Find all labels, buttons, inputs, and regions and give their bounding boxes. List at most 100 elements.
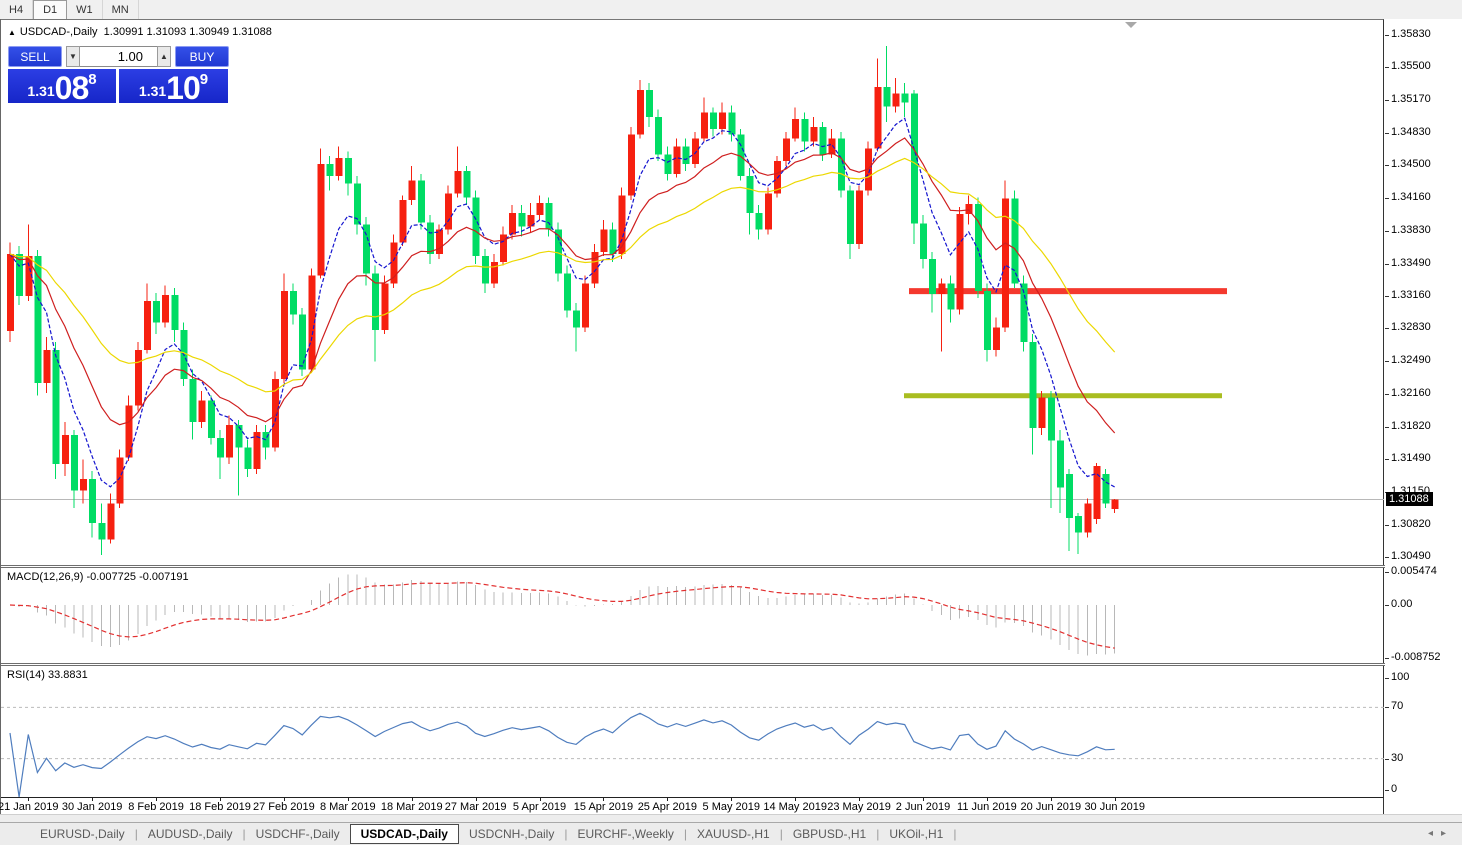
date-axis-label: 27 Feb 2019 [253,801,315,813]
rsi-panel[interactable]: RSI(14) 33.8831 [1,666,1384,797]
date-tick [859,798,861,801]
axis-tick [1385,790,1389,791]
buy-price-prefix: 1.31 [138,83,167,99]
triangle-down-icon: ▼ [69,51,77,61]
triangle-up-icon: ▲ [160,51,168,61]
price-axis-label: 1.32490 [1391,354,1431,367]
candles-layer [7,45,1119,556]
buy-price-pipette: 9 [199,71,209,88]
macd-panel[interactable]: MACD(12,26,9) -0.007725 -0.007191 [1,568,1384,663]
macd-axis-zero: 0.00 [1391,598,1413,610]
chart-tab-xauusdh1[interactable]: XAUUSD-,H1 [697,827,770,841]
tab-separator: | [134,827,138,841]
timeframe-button-W1[interactable]: W1 [67,0,103,19]
axis-tick [1385,296,1389,297]
volume-input[interactable]: 1.00 [80,46,157,67]
chart-tab-eurchfweekly[interactable]: EURCHF-,Weekly [577,827,674,841]
buy-price-display[interactable]: 1.31 10 9 [119,69,228,104]
price-axis-label: 1.30490 [1391,549,1431,562]
current-price-tag: 1.31088 [1386,491,1433,506]
collapse-icon[interactable]: ▲ [8,28,16,37]
tab-scroll-arrows: ◂▸ [1428,828,1454,839]
chart-tab-audusddaily[interactable]: AUDUSD-,Daily [147,827,233,841]
volume-stepper: ▼ 1.00 ▲ [66,46,171,67]
rsi-axis-label: 70 [1391,700,1404,712]
axis-tick [1385,99,1389,101]
date-axis[interactable]: 21 Jan 2019 30 Jan 2019 8 Feb 2019 18 Feb 2… [0,797,1384,814]
date-axis-label: 5 May 2019 [702,801,760,813]
date-axis-label: 18 Mar 2019 [380,801,443,813]
date-tick [1050,798,1052,801]
slow-ma-line [9,157,1116,393]
candlestick-chart[interactable] [1,21,1384,566]
macd-histogram [18,574,1116,656]
date-tick [1114,798,1116,801]
volume-increase-button[interactable]: ▲ [157,46,171,67]
chart-shift-marker-icon[interactable] [1125,22,1137,28]
price-axis[interactable]: 1.35830 1.35500 1.35170 1.34830 1.34500 1.341… [1385,19,1462,814]
tabs-scroll-left-icon[interactable]: ◂ [1427,828,1441,839]
axis-tick [1385,658,1389,659]
axis-tick [1385,572,1389,573]
chart-tab-usdcaddaily[interactable]: USDCAD-,Daily [349,824,459,844]
main-chart-panel[interactable]: ▲ USDCAD-,Daily 1.30991 1.31093 1.30949 1… [1,19,1384,565]
axis-tick [1385,556,1389,558]
date-tick [411,798,413,801]
date-tick [539,798,541,801]
chart-tab-eurusddaily[interactable]: EURUSD-,Daily [40,827,125,841]
axis-tick [1385,328,1389,330]
price-axis-label: 1.31820 [1391,419,1431,432]
rsi-axis-label: 30 [1391,752,1404,764]
timeframe-button-D1[interactable]: D1 [33,0,68,19]
panel-separator[interactable] [1,565,1462,568]
sell-price-pipette: 8 [88,71,97,88]
date-axis-label: 18 Feb 2019 [189,801,251,813]
support-line [904,393,1222,399]
axis-tick [1385,198,1389,200]
price-axis-label: 1.34500 [1391,158,1431,170]
price-axis-label: 1.33830 [1391,223,1431,236]
volume-decrease-button[interactable]: ▼ [66,46,80,67]
chart-tab-gbpusdh1[interactable]: GBPUSD-,H1 [792,827,867,841]
rsi-plot [1,706,1384,797]
axis-tick [1385,678,1389,679]
tab-separator: | [953,827,957,841]
date-axis-label: 14 May 2019 [763,801,827,813]
date-axis-label: 27 Mar 2019 [444,801,507,813]
date-axis-label: 30 Jan 2019 [61,801,123,813]
timeframe-button-H4[interactable]: H4 [0,0,34,19]
axis-tick [1385,707,1389,708]
horizontal-scrollbar[interactable] [0,814,1462,822]
price-axis-label: 1.32830 [1391,321,1431,334]
chart-tab-ukoilh1[interactable]: UKOil-,H1 [889,827,944,841]
rsi-axis-label: 100 [1391,671,1410,683]
date-tick [731,798,733,801]
timeframe-button-MN[interactable]: MN [103,0,139,19]
axis-tick [1385,67,1389,69]
chart-tab-usdchfdaily[interactable]: USDCHF-,Daily [255,827,340,841]
date-axis-label: 5 Apr 2019 [512,801,567,813]
axis-tick [1385,426,1389,428]
date-axis-label: 21 Jan 2019 [0,801,59,813]
sell-price-big: 08 [54,70,90,106]
chart-title: ▲ USDCAD-,Daily 1.30991 1.31093 1.30949 1… [8,26,272,38]
chart-tab-usdcnhdaily[interactable]: USDCNH-,Daily [468,827,555,841]
axis-tick [1385,361,1389,363]
axis-tick [1385,230,1389,232]
tabs-scroll-right-icon[interactable]: ▸ [1440,828,1454,839]
mid-ma-line [9,137,1116,434]
axis-tick [1385,759,1389,760]
sell-price-display[interactable]: 1.31 08 8 [8,69,116,106]
macd-label: MACD(12,26,9) -0.007725 -0.007191 [7,571,189,583]
date-axis-label: 8 Mar 2019 [319,801,376,813]
chart-tab-bar: EURUSD-,Daily | AUDUSD-,Daily | USDCHF-,Dail… [0,822,1462,845]
panel-separator[interactable] [1,663,1462,666]
axis-tick [1385,263,1389,265]
date-axis-label: 25 Apr 2019 [637,801,698,813]
date-tick [219,798,221,801]
macd-plot [9,574,1116,656]
sell-price-prefix: 1.31 [27,83,55,99]
buy-button[interactable]: BUY [175,46,229,67]
sell-button[interactable]: SELL [8,46,62,67]
date-tick [92,798,94,801]
